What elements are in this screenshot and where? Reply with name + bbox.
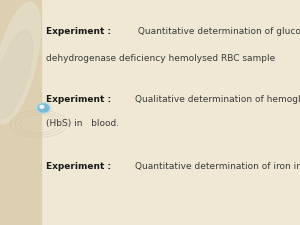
Text: Experiment :: Experiment : [46, 27, 115, 36]
Ellipse shape [0, 2, 40, 124]
Text: Quantitative determination of glucose 6-phosphat: Quantitative determination of glucose 6-… [135, 27, 300, 36]
Ellipse shape [0, 30, 33, 118]
Bar [0, 0, 40, 225]
Text: Experiment :: Experiment : [46, 94, 115, 104]
Circle shape [36, 102, 51, 114]
Circle shape [38, 104, 49, 112]
Text: dehydrogenase deficiency hemolysed RBC sample: dehydrogenase deficiency hemolysed RBC s… [46, 54, 276, 63]
Circle shape [40, 105, 44, 108]
Text: Experiment :: Experiment : [46, 162, 115, 171]
Text: Quantitative determination of iron in serum: Quantitative determination of iron in se… [135, 162, 300, 171]
Text: (HbS) in   blood.: (HbS) in blood. [46, 119, 120, 128]
Text: Qualitative determination of hemoglobin S: Qualitative determination of hemoglobin … [135, 94, 300, 104]
